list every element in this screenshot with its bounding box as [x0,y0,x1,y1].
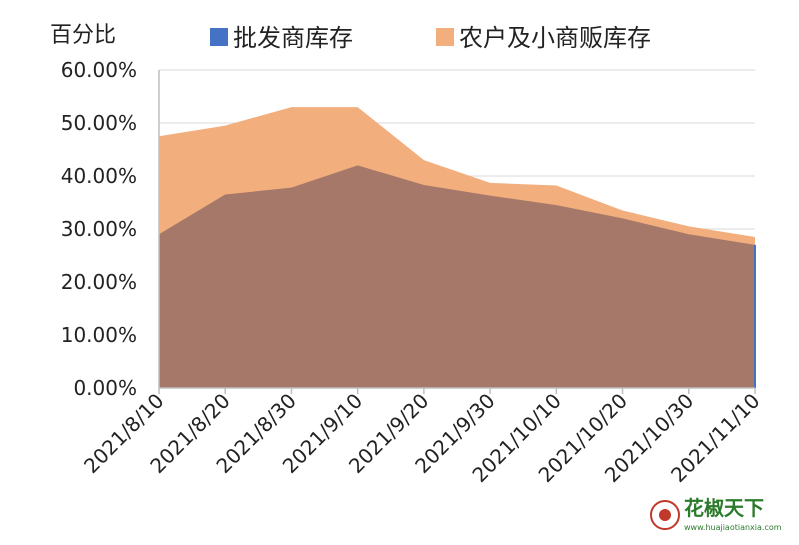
legend-label-farmer: 农户及小商贩库存 [459,24,651,52]
y-axis-label: 百分比 [50,23,116,48]
y-tick-label: 30.00% [61,217,137,241]
y-tick-label: 10.00% [61,323,137,347]
legend-label-wholesale: 批发商库存 [233,24,353,52]
watermark-logo-dot-icon [659,509,671,521]
watermark-name: 花椒天下 [684,496,764,520]
watermark-url: www.huajiaotianxia.com [684,523,782,532]
legend: 批发商库存 农户及小商贩库存 [210,24,651,52]
y-tick-label: 60.00% [61,58,137,82]
y-tick-label: 50.00% [61,111,137,135]
legend-swatch-farmer [436,28,454,46]
area-series [159,107,756,388]
y-tick-label: 0.00% [73,376,137,400]
legend-swatch-wholesale [210,28,228,46]
axes [158,70,756,394]
area-wholesale-inventory [159,165,755,388]
x-tick-labels: 2021/8/102021/8/202021/8/302021/9/102021… [79,389,764,487]
y-tick-label: 40.00% [61,164,137,188]
y-tick-label: 20.00% [61,270,137,294]
y-tick-labels: 0.00% 10.00% 20.00% 30.00% 40.00% 50.00% 60.00… [61,58,137,400]
watermark: 花椒天下 www.huajiaotianxia.com [650,496,782,532]
